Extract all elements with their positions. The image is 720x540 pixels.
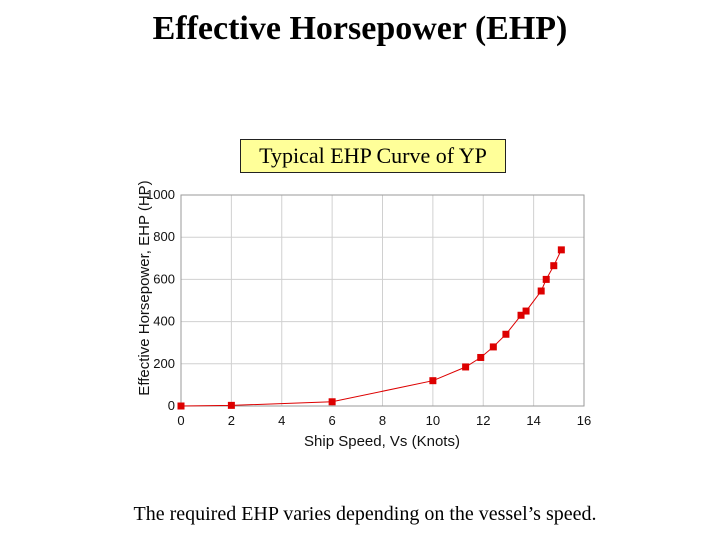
data-points <box>177 246 565 410</box>
gridlines <box>180 194 585 407</box>
x-tick-label: 10 <box>426 413 440 428</box>
data-point <box>462 363 470 371</box>
plot-area-border <box>180 194 585 407</box>
x-tick-label: 16 <box>577 413 591 428</box>
data-point <box>429 377 437 385</box>
data-point <box>522 307 530 315</box>
data-point <box>477 353 485 361</box>
x-tick-label: 14 <box>526 413 540 428</box>
data-point <box>537 287 545 295</box>
x-tick-label: 12 <box>476 413 490 428</box>
x-tick-label: 4 <box>278 413 285 428</box>
ehp-series-line <box>180 249 562 407</box>
data-point <box>502 330 510 338</box>
series-line-layer <box>180 249 562 407</box>
y-axis-label: Effective Horsepower, EHP (HP) <box>136 180 153 395</box>
data-point <box>557 246 565 254</box>
data-point <box>517 311 525 319</box>
data-point <box>227 401 235 409</box>
data-point <box>489 343 497 351</box>
data-point <box>542 275 550 283</box>
x-tick-label: 2 <box>228 413 235 428</box>
ehp-chart: 0 200 400 600 800 1000 0 2 4 6 8 10 12 14 16 Ship Spe… <box>136 180 591 450</box>
y-tick-label: 1000 <box>146 187 175 202</box>
y-tick-label: 600 <box>153 271 175 286</box>
x-tick-label: 0 <box>177 413 184 428</box>
y-tick-label: 0 <box>168 398 175 413</box>
y-tick-label: 400 <box>153 314 175 329</box>
y-tick-labels: 0 200 400 600 800 1000 <box>146 187 175 413</box>
x-tick-label: 8 <box>379 413 386 428</box>
x-axis-label: Ship Speed, Vs (Knots) <box>304 433 460 450</box>
y-tick-label: 200 <box>153 356 175 371</box>
data-point <box>328 398 336 406</box>
chart-title-box: Typical EHP Curve of YP <box>240 139 506 173</box>
data-point <box>177 402 185 410</box>
caption-text: The required EHP varies depending on the… <box>133 503 597 525</box>
slide-title: Effective Horsepower (EHP) <box>152 10 568 47</box>
y-tick-label: 800 <box>153 229 175 244</box>
x-tick-label: 6 <box>329 413 336 428</box>
x-tick-labels: 0 2 4 6 8 10 12 14 16 <box>177 413 591 428</box>
data-point <box>550 262 558 270</box>
